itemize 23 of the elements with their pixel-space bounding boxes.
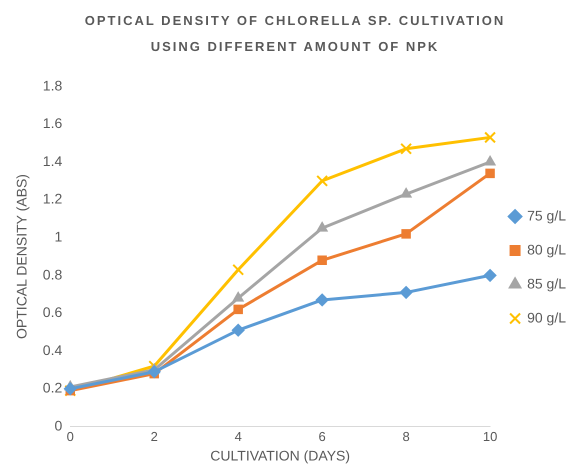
y-tick-label: 1.2 xyxy=(42,190,62,207)
x-axis-title: CULTIVATION (DAYS) xyxy=(210,447,350,464)
x-tick-label: 0 xyxy=(66,428,74,444)
legend-label: 85 g/L xyxy=(527,275,566,292)
y-axis-title: OPTICAL DENSITY (ABS) xyxy=(13,174,30,339)
chart-title: OPTICAL DENSITY OF CHLORELLA SP. CULTIVATION USING DIFFERENT AMOUNT OF NPK xyxy=(84,12,506,56)
y-tick-label: 1.6 xyxy=(42,115,62,132)
y-tick-label: 0.8 xyxy=(42,266,62,282)
x-tick-label: 10 xyxy=(482,428,498,444)
y-tick-label: 1.8 xyxy=(42,77,62,94)
legend-label: 80 g/L xyxy=(527,241,566,258)
legend-label: 75 g/L xyxy=(527,207,566,224)
x-tick-label: 4 xyxy=(234,428,242,444)
y-tick-label: 0.2 xyxy=(42,380,62,396)
x-tick-label: 6 xyxy=(318,428,326,444)
y-tick-label: 0.4 xyxy=(42,342,62,358)
y-tick-label: 0.6 xyxy=(42,304,62,320)
y-tick-label: 1.4 xyxy=(42,152,62,169)
x-tick-label: 8 xyxy=(402,428,410,444)
x-tick-label: 2 xyxy=(150,428,158,444)
y-tick-label: 0 xyxy=(54,417,62,434)
legend-label: 90 g/L xyxy=(527,309,566,326)
y-tick-label: 1 xyxy=(54,228,62,244)
